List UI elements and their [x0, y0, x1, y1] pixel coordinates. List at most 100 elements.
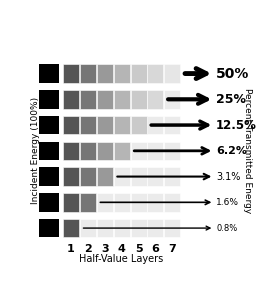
Bar — [80, 193, 96, 212]
Bar — [97, 167, 113, 186]
Text: 3: 3 — [101, 244, 109, 254]
Bar — [164, 64, 181, 83]
Bar — [131, 141, 146, 160]
Bar — [164, 141, 181, 160]
Text: 6.2%: 6.2% — [216, 146, 247, 156]
Bar — [114, 64, 130, 83]
Bar — [80, 64, 96, 83]
Bar — [97, 141, 113, 160]
Bar — [164, 167, 181, 186]
Bar — [63, 167, 79, 186]
Bar — [147, 64, 163, 83]
Bar — [80, 90, 96, 109]
Bar — [131, 193, 146, 212]
Bar — [147, 64, 163, 83]
Text: 2: 2 — [84, 244, 92, 254]
Bar — [63, 193, 79, 212]
Bar — [39, 90, 59, 109]
Bar — [39, 167, 59, 186]
Bar — [39, 64, 59, 83]
Bar — [97, 90, 113, 109]
Bar — [147, 193, 163, 212]
Text: Percent Transmitted Energy: Percent Transmitted Energy — [243, 88, 252, 213]
Bar — [131, 116, 146, 134]
Text: 3.1%: 3.1% — [216, 172, 240, 182]
Bar — [80, 167, 96, 186]
Text: Half-Value Layers: Half-Value Layers — [80, 254, 164, 264]
Bar — [147, 219, 163, 237]
Text: Incident Energy (100%): Incident Energy (100%) — [32, 97, 40, 204]
Text: 1.6%: 1.6% — [216, 198, 239, 207]
Bar — [80, 64, 96, 83]
Bar — [80, 116, 96, 134]
Bar — [80, 141, 96, 160]
Bar — [164, 219, 181, 237]
Text: 12.5%: 12.5% — [216, 118, 257, 132]
Bar — [97, 116, 113, 134]
Bar — [97, 64, 113, 83]
Bar — [131, 64, 146, 83]
Bar — [114, 90, 130, 109]
Bar — [63, 64, 79, 83]
Bar — [63, 219, 79, 237]
Bar — [39, 193, 59, 212]
Bar — [131, 90, 146, 109]
Text: 1: 1 — [67, 244, 75, 254]
Text: 6: 6 — [151, 244, 159, 254]
Text: 25%: 25% — [216, 93, 246, 106]
Bar — [114, 219, 130, 237]
Bar — [114, 167, 130, 186]
Bar — [164, 116, 181, 134]
Bar — [80, 116, 96, 134]
Bar — [63, 167, 79, 186]
Bar — [114, 141, 130, 160]
Bar — [97, 167, 113, 186]
Bar — [131, 219, 146, 237]
Bar — [39, 116, 59, 134]
Bar — [114, 116, 130, 134]
Bar — [63, 193, 79, 212]
Text: 4: 4 — [118, 244, 126, 254]
Bar — [131, 167, 146, 186]
Bar — [114, 193, 130, 212]
Bar — [114, 116, 130, 134]
Bar — [63, 141, 79, 160]
Bar — [97, 64, 113, 83]
Bar — [164, 64, 181, 83]
Bar — [147, 90, 163, 109]
Bar — [147, 167, 163, 186]
Text: 0.8%: 0.8% — [216, 223, 237, 233]
Bar — [131, 90, 146, 109]
Bar — [63, 116, 79, 134]
Bar — [164, 90, 181, 109]
Bar — [131, 64, 146, 83]
Bar — [114, 64, 130, 83]
Bar — [80, 167, 96, 186]
Bar — [80, 219, 96, 237]
Bar — [131, 116, 146, 134]
Bar — [164, 193, 181, 212]
Bar — [80, 141, 96, 160]
Bar — [147, 141, 163, 160]
Text: 5: 5 — [135, 244, 142, 254]
Bar — [97, 141, 113, 160]
Bar — [63, 116, 79, 134]
Bar — [97, 116, 113, 134]
Bar — [80, 90, 96, 109]
Bar — [114, 141, 130, 160]
Bar — [97, 219, 113, 237]
Bar — [147, 90, 163, 109]
Bar — [63, 90, 79, 109]
Text: 7: 7 — [169, 244, 176, 254]
Bar — [147, 116, 163, 134]
Bar — [97, 90, 113, 109]
Bar — [63, 219, 79, 237]
Bar — [63, 90, 79, 109]
Text: 50%: 50% — [216, 67, 249, 81]
Bar — [39, 141, 59, 160]
Bar — [97, 193, 113, 212]
Bar — [114, 90, 130, 109]
Bar — [39, 219, 59, 237]
Bar — [80, 193, 96, 212]
Bar — [63, 141, 79, 160]
